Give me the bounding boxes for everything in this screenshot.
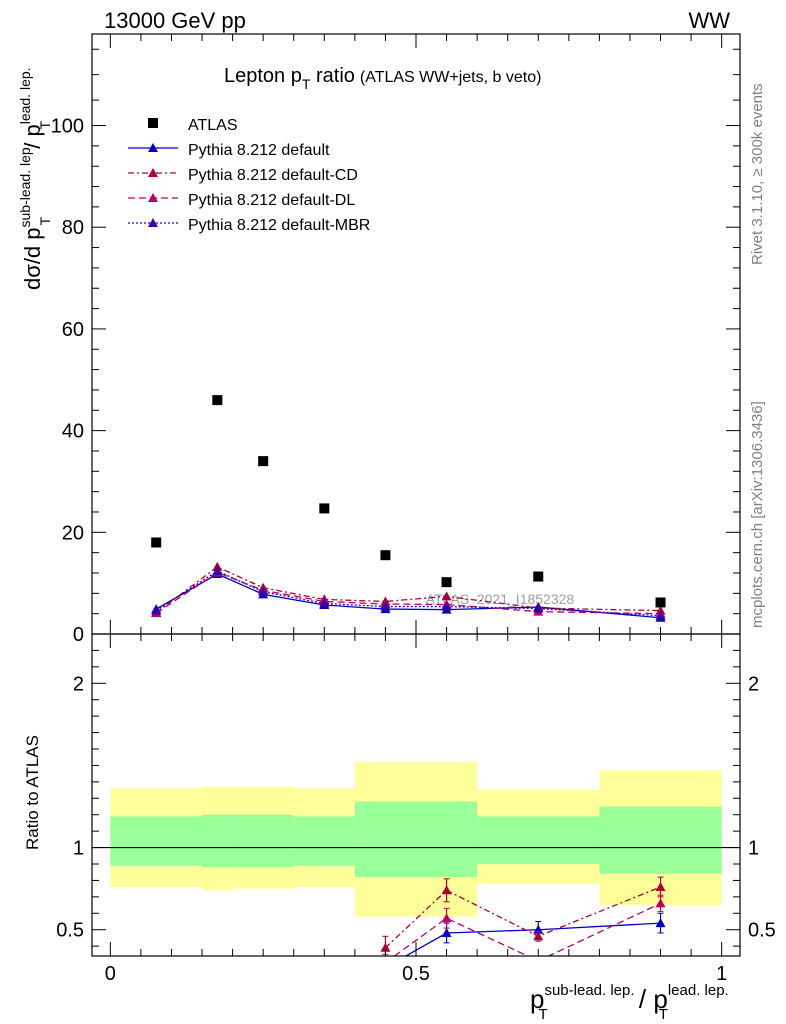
- legend-label: ATLAS: [188, 117, 238, 134]
- legend-label: Pythia 8.212 default-CD: [188, 167, 358, 184]
- legend-marker-atlas: [148, 118, 158, 128]
- ratio-y-tick-label: 2: [73, 673, 84, 695]
- ratio-series-point: [441, 928, 452, 937]
- x-tick-label: 0.5: [402, 963, 430, 985]
- uncertainty-band-green: [599, 806, 722, 874]
- ratio-series-point: [655, 918, 666, 928]
- series-point: [655, 610, 666, 620]
- main-y-tick-label: 0: [73, 624, 84, 646]
- ratio-y-tick-label: 0.5: [56, 920, 84, 942]
- series-line: [155, 566, 661, 614]
- ratio-y-tick-label-right: 1: [748, 838, 759, 860]
- process-label: WW: [688, 8, 730, 33]
- main-y-axis-label: dσ/d psub-lead. lep. T / plead. lep.T: [17, 67, 53, 290]
- ratio-series-point: [441, 913, 452, 923]
- ratio-series-line: [384, 886, 661, 949]
- legend-marker: [148, 193, 158, 202]
- atlas-point: [319, 503, 330, 514]
- ratio-y-tick-label: 1: [73, 838, 84, 860]
- main-y-ticks: 0 20 40 60 80 100: [51, 48, 740, 646]
- collision-label: 13000 GeV pp: [104, 8, 246, 33]
- x-tick-label: 0: [105, 963, 116, 985]
- ratio-series-point: [441, 885, 452, 895]
- legend-marker: [148, 143, 158, 152]
- main-x-ticks: [109, 34, 723, 634]
- main-panel: 0 20 40 60 80 100 ATLAS_2021_I1852328: [51, 33, 741, 646]
- mcplots-label: mcplots.cern.ch [arXiv:1306.3436]: [749, 401, 766, 628]
- x-axis-label: psub-lead. lep. T / plead. lep. T: [530, 982, 729, 1023]
- uncertainty-band-green: [110, 816, 203, 866]
- series-point: [212, 565, 223, 575]
- series-point: [319, 598, 330, 608]
- ratio-series-point: [380, 963, 390, 972]
- series-line: [155, 570, 661, 617]
- main-y-tick-label: 100: [51, 116, 84, 138]
- main-series: [151, 395, 666, 622]
- ratio-series-point: [655, 882, 666, 891]
- series-point: [258, 586, 269, 596]
- ratio-series-point: [538, 955, 539, 956]
- ratio-bands: [110, 762, 722, 917]
- legend-label: Pythia 8.212 default-MBR: [188, 217, 370, 234]
- main-y-tick-label: 20: [62, 522, 84, 544]
- uncertainty-band-green: [232, 814, 294, 868]
- series-line: [155, 573, 661, 619]
- ratio-series-line: [404, 922, 661, 956]
- x-tick-label: 1: [716, 963, 727, 985]
- atlas-point: [212, 395, 223, 406]
- ratio-y-tick-label-right: 0.5: [748, 920, 776, 942]
- uncertainty-band-green: [477, 816, 600, 864]
- ratio-series-point: [380, 942, 391, 952]
- ratio-y-axis-label: Ratio to ATLAS: [23, 735, 42, 850]
- ratio-x-ticks: 0 0.5 1: [105, 634, 727, 985]
- watermark: ATLAS_2021_I1852328: [426, 591, 575, 607]
- ratio-series-line: [393, 902, 661, 956]
- legend: ATLAS Pythia 8.212 default Pythia 8.212 de…: [128, 117, 370, 234]
- uncertainty-band-green: [202, 814, 233, 868]
- atlas-point: [441, 577, 452, 588]
- atlas-point: [533, 571, 544, 582]
- main-y-tick-label: 60: [62, 319, 84, 341]
- legend-marker: [148, 218, 158, 227]
- ratio-series-point: [533, 931, 544, 941]
- uncertainty-band-green: [354, 801, 416, 878]
- ratio-panel: 0.5 0.51 12 2 0 0.5 1: [56, 633, 776, 985]
- atlas-point: [380, 550, 391, 561]
- ratio-y-tick-label-right: 2: [748, 673, 759, 695]
- series-line: [155, 571, 661, 615]
- chart-title: Lepton pT ratio (ATLAS WW+jets, b veto): [224, 65, 541, 92]
- series-point: [151, 605, 162, 615]
- uncertainty-band-green: [293, 816, 355, 866]
- atlas-point: [151, 537, 162, 548]
- legend-label: Pythia 8.212 default-DL: [188, 192, 355, 209]
- ratio-series-point: [380, 958, 390, 967]
- legend-marker: [148, 168, 158, 177]
- atlas-point: [655, 597, 666, 608]
- main-y-tick-label: 40: [62, 421, 84, 443]
- series-point: [441, 601, 452, 611]
- series-point: [441, 591, 452, 601]
- main-y-tick-label: 80: [62, 217, 84, 239]
- uncertainty-band-green: [416, 801, 478, 878]
- series-point: [380, 601, 391, 611]
- ratio-series-point: [655, 898, 666, 908]
- rivet-label: Rivet 3.1.10, ≥ 300k events: [749, 83, 766, 265]
- legend-label: Pythia 8.212 default: [188, 142, 330, 159]
- atlas-point: [258, 456, 269, 467]
- ratio-y-ticks: 0.5 0.5 1 1 2 2: [56, 649, 776, 947]
- series-point: [533, 603, 544, 613]
